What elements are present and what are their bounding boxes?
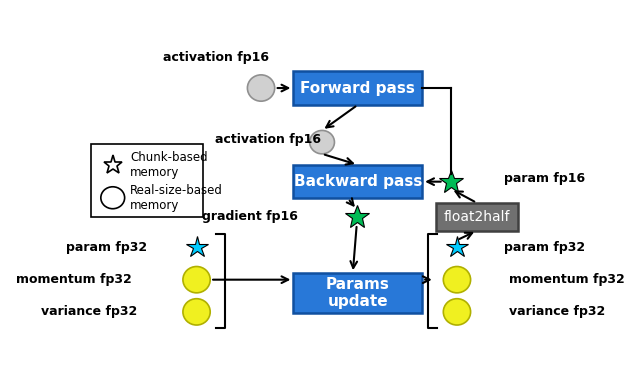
FancyBboxPatch shape (92, 144, 203, 217)
Text: param fp32: param fp32 (66, 241, 147, 254)
Ellipse shape (183, 299, 210, 325)
Text: param fp16: param fp16 (504, 172, 585, 185)
FancyBboxPatch shape (436, 203, 518, 231)
Text: momentum fp32: momentum fp32 (17, 273, 132, 286)
Text: param fp32: param fp32 (504, 241, 585, 254)
Text: Backward pass: Backward pass (294, 174, 422, 189)
Text: float2half: float2half (444, 210, 510, 224)
Ellipse shape (183, 266, 210, 293)
Ellipse shape (444, 266, 470, 293)
FancyBboxPatch shape (293, 71, 422, 105)
Ellipse shape (248, 75, 275, 101)
Ellipse shape (444, 299, 470, 325)
Text: Params
update: Params update (326, 277, 390, 309)
FancyBboxPatch shape (293, 165, 422, 198)
Text: Real-size-based
memory: Real-size-based memory (130, 184, 223, 212)
FancyBboxPatch shape (293, 273, 422, 313)
Text: momentum fp32: momentum fp32 (509, 273, 625, 286)
Text: variance fp32: variance fp32 (41, 306, 137, 318)
Text: Chunk-based
memory: Chunk-based memory (130, 151, 208, 179)
Text: gradient fp16: gradient fp16 (202, 210, 298, 223)
Text: Forward pass: Forward pass (300, 81, 415, 95)
Ellipse shape (101, 187, 125, 209)
Text: activation fp16: activation fp16 (163, 51, 269, 64)
Ellipse shape (310, 130, 335, 154)
Text: variance fp32: variance fp32 (509, 306, 605, 318)
Text: activation fp16: activation fp16 (216, 133, 321, 146)
